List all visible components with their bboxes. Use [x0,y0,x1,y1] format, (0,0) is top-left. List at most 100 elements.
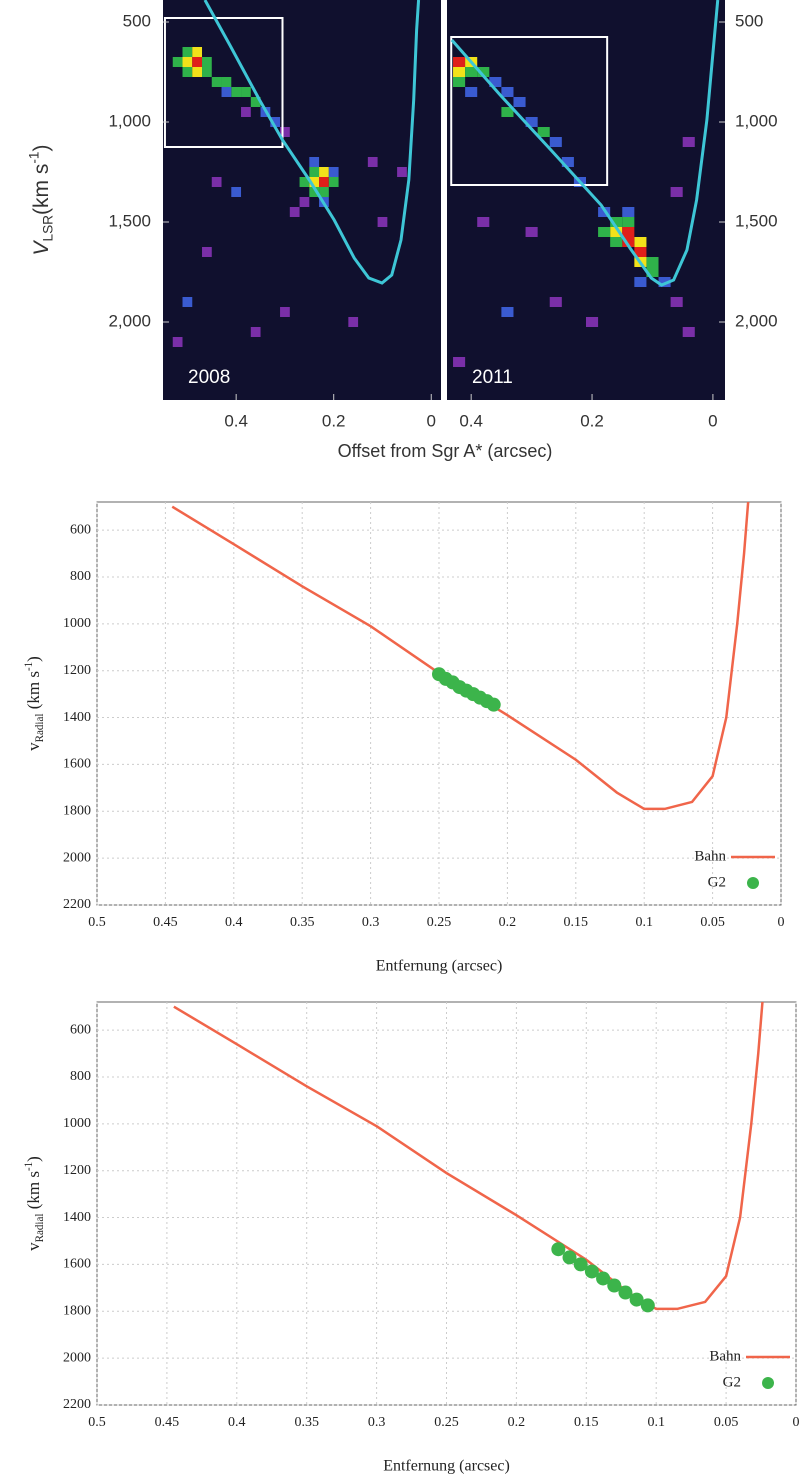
x-tick-label: 0.25 [427,915,452,930]
g2-point [487,698,501,712]
y-tick-label: 1,500 [108,211,151,230]
heat-cell [300,197,310,207]
x-axis-label: Entfernung (arcsec) [383,1458,510,1475]
x-tick-label: 0.2 [322,411,346,430]
y-tick-label: 1000 [63,1116,91,1131]
y-tick-label: 2200 [63,1397,91,1412]
g2-point [641,1298,655,1312]
heat-cell [309,167,319,177]
x-tick-label: 0.3 [368,1415,386,1430]
y-tick-label: 1800 [63,803,91,818]
y-tick-label: 1000 [63,616,91,631]
x-tick-label: 0.4 [224,411,248,430]
heat-cell [280,307,290,317]
heat-cell [290,207,300,217]
x-tick-label: 0.05 [714,1415,739,1430]
y-label-sup: -1 [23,662,35,671]
heat-cell [192,47,202,57]
heat-cell [610,237,622,247]
panel [447,0,725,400]
x-tick-label: 0.4 [459,411,483,430]
legend-marker [762,1377,774,1389]
heat-cell [241,107,251,117]
heat-cell [453,77,465,87]
heat-cell [329,177,339,187]
heat-cell [368,157,378,167]
x-tick-label: 0.15 [574,1415,599,1430]
x-tick-label: 0.5 [88,1415,106,1430]
legend-label: Bahn [709,1348,741,1364]
heat-cell [671,187,683,197]
heat-cell [378,217,388,227]
heat-cell [231,187,241,197]
y-tick-label: 1,000 [108,111,151,130]
legend-label: G2 [708,874,726,890]
x-tick-label: 0.3 [362,915,380,930]
heat-cell [183,67,193,77]
heat-cell [251,327,261,337]
heat-cell [202,67,212,77]
x-tick-label: 0.2 [499,915,517,930]
heat-cell [634,277,646,287]
y-tick-label: 1200 [63,1163,91,1178]
heat-cell [212,177,222,187]
y-tick-label: 2,000 [735,311,778,330]
x-tick-label: 0.25 [434,1415,459,1430]
heat-cell [683,137,695,147]
heat-cell [319,167,329,177]
heat-cell [465,87,477,97]
heat-cell [309,157,319,167]
heat-cell [329,167,339,177]
y-label-close: ) [30,144,53,151]
y-label-unit: (km s [24,671,43,714]
figure: 20080.40.205001,0001,5002,00020110.40.20… [0,0,810,1481]
y-tick-label: 1600 [63,757,91,772]
y-axis-label: vRadial (km s-1) [23,1156,46,1251]
x-tick-label: 0 [427,411,436,430]
y-label-sup: -1 [26,151,41,163]
g2-point [551,1242,565,1256]
x-tick-label: 0.35 [290,915,315,930]
legend-marker [747,877,759,889]
x-tick-label: 0.15 [564,915,589,930]
heat-cell [550,297,562,307]
heat-cell [622,207,634,217]
y-label-sub: LSR [40,215,55,242]
y-tick-label: 1200 [63,663,91,678]
heat-cell [348,317,358,327]
x-tick-label: 0.45 [155,1415,180,1430]
y-label-sub: Radial [34,714,46,743]
heat-cell [202,247,212,257]
y-tick-label: 500 [123,11,151,30]
y-tick-label: 800 [70,569,91,584]
heat-cell [241,87,251,97]
y-label-sub: Radial [34,1214,46,1243]
y-label-sup: -1 [23,1162,35,1171]
legend-label: Bahn [694,848,726,864]
x-tick-label: 0 [778,915,785,930]
heat-cell [319,177,329,187]
heat-cell [646,257,658,267]
x-tick-label: 0.4 [228,1415,246,1430]
y-label-close: ) [24,656,43,662]
x-tick-label: 0 [793,1415,800,1430]
y-tick-label: 2000 [63,850,91,865]
heat-cell [183,47,193,57]
heat-cell [202,57,212,67]
y-axis-label: vRadial (km s-1) [23,656,46,751]
heat-cell [192,57,202,67]
heat-cell [222,77,232,87]
y-tick-label: 1800 [63,1303,91,1318]
heat-cell [501,307,513,317]
x-tick-label: 0.5 [88,915,106,930]
year-label: 2008 [188,367,230,388]
heat-cell [526,227,538,237]
heat-cell [222,87,232,97]
y-label-unit: (km s [24,1171,43,1214]
x-tick-label: 0.1 [647,1415,665,1430]
heat-cell [453,67,465,77]
panel [163,0,441,400]
heat-cell [212,77,222,87]
y-tick-label: 600 [70,1022,91,1037]
x-tick-label: 0.2 [508,1415,526,1430]
